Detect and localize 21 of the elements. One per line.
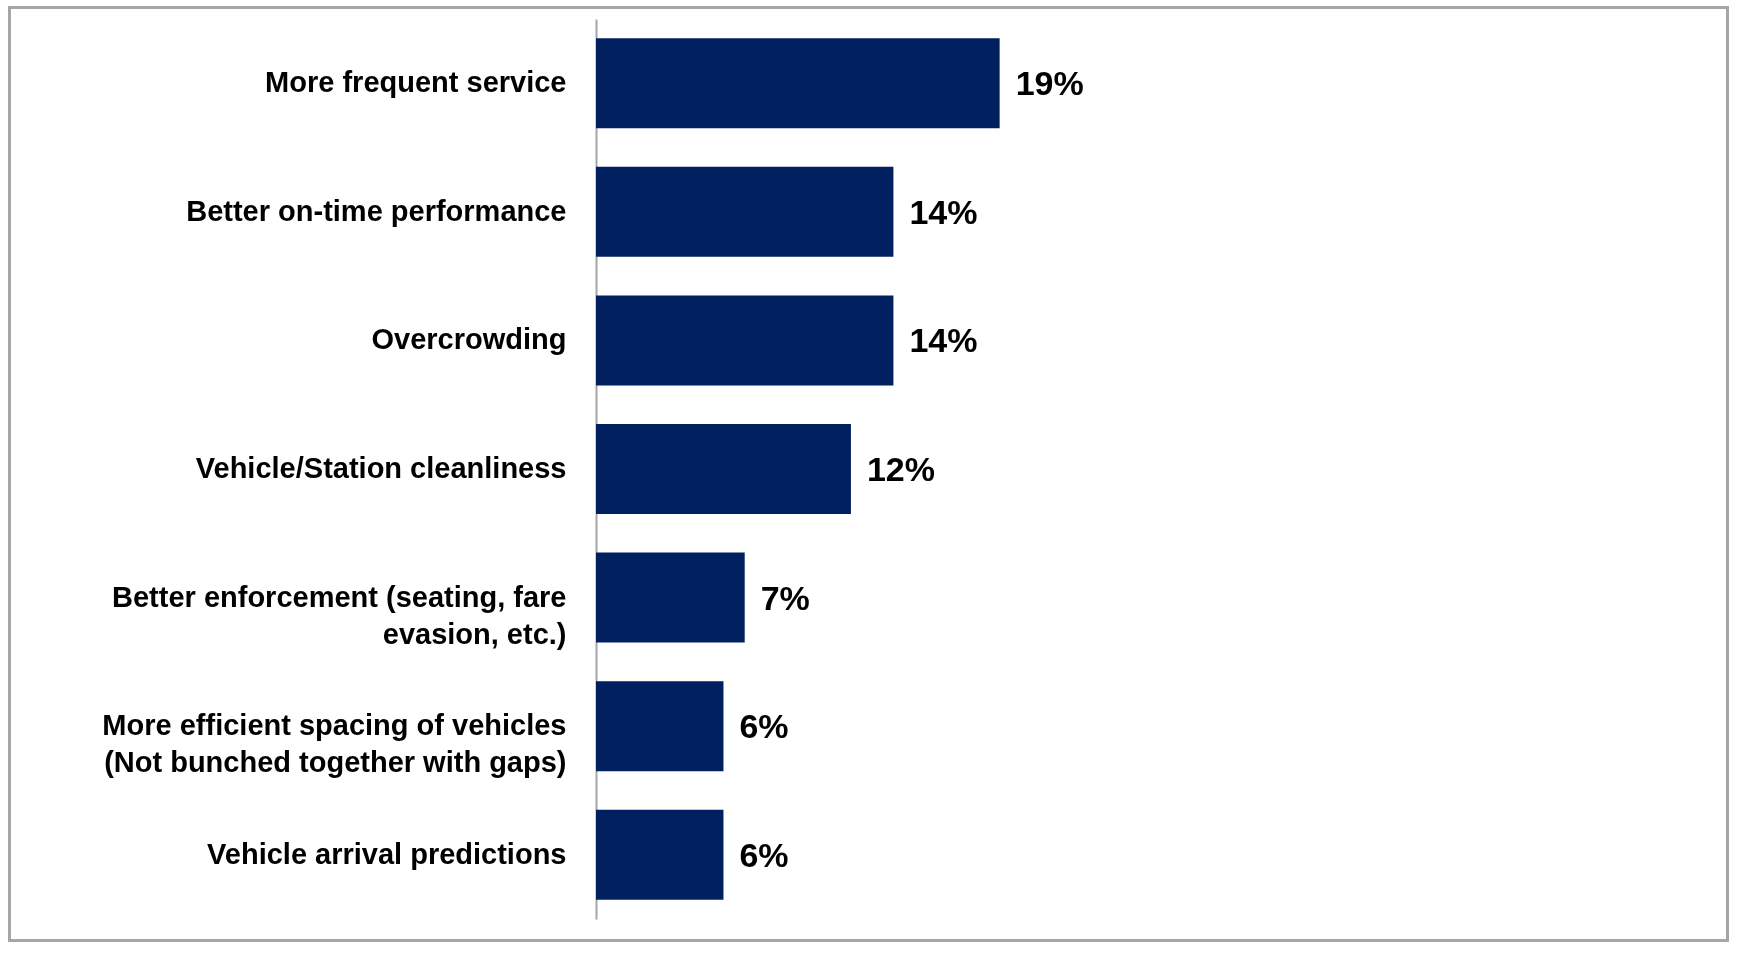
y-tick-label: Better on-time performance	[186, 194, 567, 227]
y-tick-label: Vehicle arrival predictions	[207, 837, 567, 870]
data-label: 14%	[909, 321, 978, 360]
data-label: 12%	[866, 450, 935, 488]
bar	[596, 681, 724, 772]
data-label: 19%	[1015, 64, 1084, 103]
y-tick-label: Vehicle/Station cleanliness	[195, 452, 567, 484]
y-tick-label: Better enforcement (seating, fare evasion, etc.)	[112, 580, 567, 650]
data-label: 14%	[909, 192, 978, 231]
data-label: 7%	[760, 578, 810, 617]
data-label: 6%	[739, 707, 789, 746]
bar	[596, 38, 1000, 129]
bar	[596, 552, 745, 643]
bar	[596, 424, 851, 514]
y-tick-label: Overcrowding	[371, 323, 567, 356]
y-tick-label: More efficient spacing of vehicles (Not bunched together with gaps)	[102, 709, 567, 779]
data-label: 6%	[739, 835, 789, 874]
bar	[596, 166, 894, 257]
y-tick-label: More frequent service	[265, 66, 567, 99]
bar	[596, 295, 894, 386]
bar	[596, 809, 724, 900]
